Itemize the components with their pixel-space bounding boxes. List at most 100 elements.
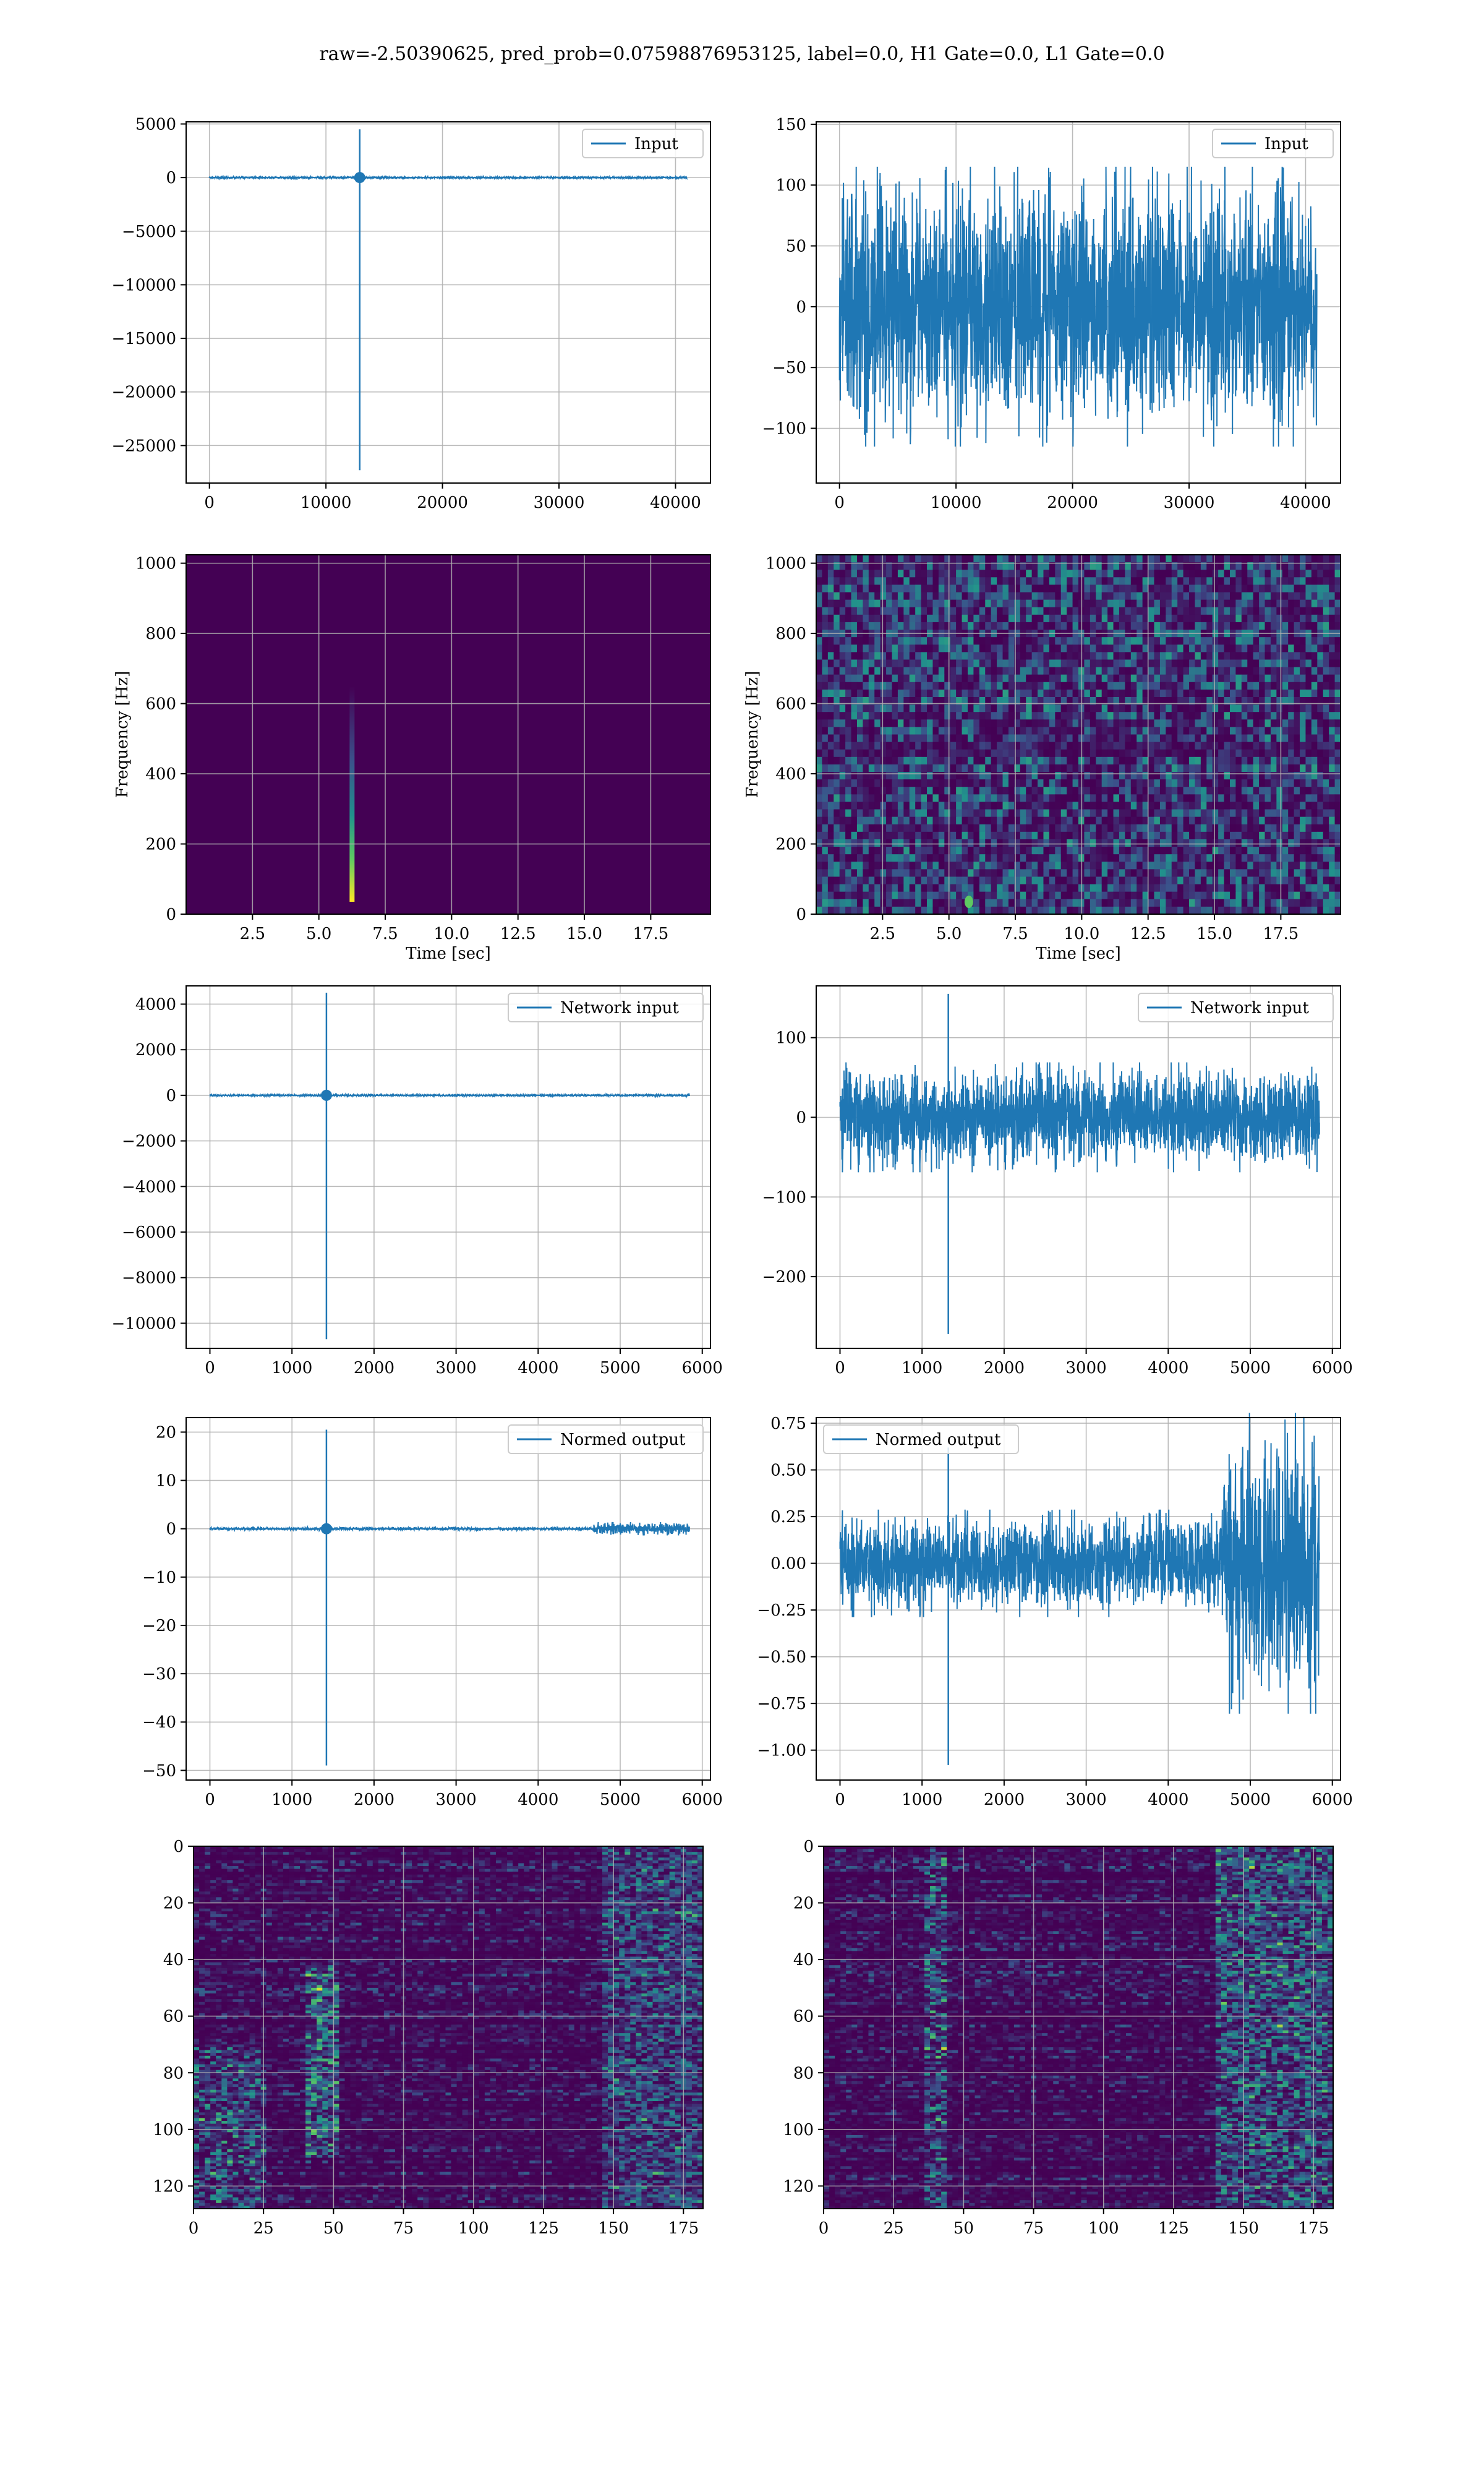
heatmap-cell	[985, 884, 991, 892]
heatmap-cell	[1224, 869, 1230, 877]
x-tick-label: 5.0	[306, 925, 331, 943]
heatmap-cell	[962, 667, 968, 675]
heatmap-cell	[869, 712, 875, 720]
heatmap-cell	[851, 810, 858, 818]
heatmap-cell	[518, 1849, 524, 1852]
heatmap-cell	[997, 847, 1003, 855]
heatmap-cell	[1131, 570, 1137, 578]
heatmap-cell	[944, 704, 950, 713]
heatmap-cell	[944, 839, 950, 847]
heatmap-cell	[1102, 622, 1108, 630]
heatmap-cell	[886, 712, 892, 720]
heatmap-cell	[1305, 810, 1311, 818]
heatmap-cell	[1213, 802, 1219, 810]
heatmap-cell	[939, 876, 945, 884]
heatmap-cell	[474, 1852, 480, 1855]
x-tick-label: 4000	[518, 1359, 558, 1377]
heatmap-cell	[1282, 719, 1289, 727]
heatmap-cell	[1235, 735, 1242, 743]
heatmap-cell	[851, 719, 858, 727]
heatmap-cell	[1049, 824, 1055, 833]
heatmap-cell	[1311, 787, 1318, 795]
heatmap-cell	[1055, 593, 1061, 601]
heatmap-cell	[1282, 907, 1289, 915]
heatmap-cell	[962, 584, 968, 593]
heatmap-cell	[227, 1849, 233, 1852]
heatmap-cell	[1189, 577, 1195, 585]
heatmap-cell	[915, 675, 921, 683]
heatmap-cell	[1003, 712, 1009, 720]
heatmap-cell	[1276, 750, 1282, 758]
heatmap-cell	[944, 847, 950, 855]
heatmap-cell	[1073, 787, 1079, 795]
heatmap-cell	[1020, 802, 1026, 810]
heatmap-cell	[822, 824, 828, 833]
heatmap-cell	[1125, 682, 1131, 690]
heatmap-cell	[1189, 779, 1195, 787]
heatmap-cell	[1131, 615, 1137, 623]
heatmap-cell	[1189, 817, 1195, 825]
heatmap-cell	[927, 742, 933, 750]
heatmap-cell	[1201, 750, 1207, 758]
heatmap-cell	[1329, 704, 1335, 713]
heatmap-cell	[997, 652, 1003, 660]
heatmap-cell	[932, 817, 939, 825]
heatmap-cell	[1125, 847, 1131, 855]
heatmap-cell	[1090, 577, 1096, 585]
heatmap-cell	[1206, 704, 1213, 713]
heatmap-cell	[1172, 884, 1178, 892]
heatmap-cell	[822, 719, 828, 727]
heatmap-cell	[1253, 667, 1260, 675]
heatmap-cell	[1253, 832, 1260, 840]
heatmap-cell	[1323, 764, 1329, 773]
heatmap-cell	[997, 757, 1003, 765]
heatmap-cell	[840, 727, 846, 735]
heatmap-cell	[1020, 869, 1026, 877]
heatmap-cell	[1096, 735, 1102, 743]
heatmap-cell	[997, 644, 1003, 653]
heatmap-cell	[535, 1852, 541, 1855]
heatmap-cell	[828, 742, 834, 750]
heatmap-cell	[932, 824, 939, 833]
y-tick-label: −5000	[122, 223, 176, 241]
heatmap-cell	[1043, 682, 1049, 690]
heatmap-cell	[1090, 555, 1096, 563]
heatmap-cell	[485, 1852, 491, 1855]
heatmap-cell	[1073, 682, 1079, 690]
heatmap-cell	[973, 584, 979, 593]
heatmap-cell	[1009, 862, 1015, 870]
heatmap-cell	[1230, 600, 1236, 608]
heatmap-cell	[1061, 719, 1067, 727]
heatmap-cell	[1195, 779, 1201, 787]
heatmap-cell	[869, 615, 875, 623]
heatmap-cell	[881, 824, 887, 833]
heatmap-cell	[1230, 735, 1236, 743]
heatmap-cell	[1253, 652, 1260, 660]
heatmap-cell	[1288, 757, 1294, 765]
heatmap-cell	[950, 750, 957, 758]
heatmap-cell	[1323, 787, 1329, 795]
heatmap-cell	[1154, 772, 1160, 780]
heatmap-cell	[1125, 607, 1131, 615]
heatmap-cell	[979, 704, 986, 713]
heatmap-cell	[1020, 794, 1026, 802]
heatmap-cell	[898, 817, 904, 825]
heatmap-cell	[828, 794, 834, 802]
heatmap-cell	[1288, 862, 1294, 870]
heatmap-cell	[881, 810, 887, 818]
heatmap-cell	[1009, 854, 1015, 862]
heatmap-cell	[950, 659, 957, 667]
y-tick-label: −8000	[122, 1269, 176, 1288]
heatmap-cell	[921, 600, 927, 608]
heatmap-cell	[1107, 787, 1114, 795]
heatmap-cell	[1259, 802, 1265, 810]
heatmap-cell	[921, 637, 927, 645]
heatmap-cell	[1183, 810, 1190, 818]
heatmap-cell	[991, 787, 997, 795]
heatmap-cell	[1125, 832, 1131, 840]
heatmap-cell	[1136, 854, 1143, 862]
heatmap-cell	[973, 577, 979, 585]
heatmap-cell	[944, 570, 950, 578]
heatmap-cell	[1265, 839, 1271, 847]
heatmap-cell	[1300, 854, 1306, 862]
